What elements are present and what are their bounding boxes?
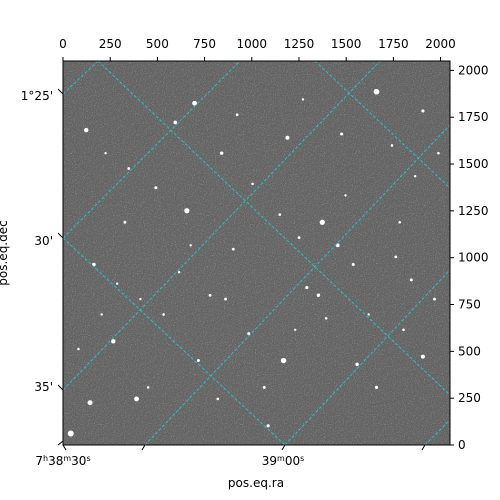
star <box>173 120 178 125</box>
star-field <box>67 88 440 437</box>
star <box>67 430 74 437</box>
star <box>219 151 224 155</box>
star <box>324 316 328 320</box>
bottom-tick-label: 39m00s <box>262 454 305 468</box>
right-tick-label: 2000 <box>458 63 489 77</box>
star <box>316 293 321 297</box>
star <box>421 109 425 113</box>
star <box>87 400 93 406</box>
star <box>235 113 239 117</box>
star <box>231 247 235 251</box>
star <box>394 255 398 259</box>
star <box>413 175 417 178</box>
star <box>297 236 301 240</box>
star <box>335 243 340 248</box>
left-axis: 1°25' 30' 35' <box>21 88 64 446</box>
right-tick-label: 500 <box>458 344 481 358</box>
sky-image <box>63 61 450 445</box>
top-tick-label: 1500 <box>331 37 362 51</box>
star <box>280 357 287 364</box>
star <box>184 208 190 214</box>
star <box>355 362 359 367</box>
y-axis-label: pos.eq.dec <box>0 220 10 285</box>
star <box>224 297 227 301</box>
star <box>340 132 344 136</box>
star <box>351 263 355 267</box>
left-tick-label: 1°25' <box>21 89 53 103</box>
right-axis: 0 250 500 750 1000 1250 1500 1750 2000 <box>450 63 489 452</box>
star <box>139 297 142 301</box>
left-tick-label: 35' <box>34 380 53 394</box>
star <box>134 396 139 402</box>
star <box>123 220 127 224</box>
right-tick-label: 0 <box>458 438 466 452</box>
coordinate-grid <box>63 61 450 445</box>
left-tick-label: 30' <box>34 234 53 248</box>
star <box>192 100 197 106</box>
star <box>367 313 370 316</box>
star <box>262 385 266 389</box>
star <box>100 313 103 316</box>
star <box>402 328 405 332</box>
star <box>437 151 440 155</box>
right-tick-label: 1750 <box>458 110 489 124</box>
star <box>285 135 290 140</box>
x-axis-label: pos.eq.ra <box>228 476 284 490</box>
star <box>115 282 119 285</box>
star <box>390 144 394 147</box>
star <box>373 88 380 95</box>
star <box>409 278 413 282</box>
top-tick-label: 750 <box>193 37 216 51</box>
star <box>196 359 200 363</box>
star <box>177 271 181 274</box>
bottom-tick-label: 7h38m30s <box>35 454 90 468</box>
star <box>301 98 305 101</box>
star <box>146 386 150 389</box>
top-tick-label: 250 <box>99 37 122 51</box>
star <box>162 313 165 316</box>
star <box>433 297 436 301</box>
star <box>77 347 80 351</box>
star <box>305 285 309 290</box>
star <box>319 219 325 225</box>
star <box>251 182 254 186</box>
star <box>344 194 347 197</box>
star <box>294 328 297 331</box>
top-tick-label: 1250 <box>284 37 315 51</box>
star <box>208 293 212 297</box>
star <box>84 127 89 133</box>
top-tick-label: 500 <box>146 37 169 51</box>
star <box>216 397 220 401</box>
top-tick-label: 1000 <box>237 37 268 51</box>
star <box>111 339 116 344</box>
star <box>398 220 401 224</box>
top-tick-label: 0 <box>59 37 67 51</box>
star <box>104 151 107 155</box>
right-tick-label: 1250 <box>458 204 489 218</box>
right-tick-label: 750 <box>458 298 481 312</box>
plot-frame <box>62 60 451 446</box>
right-tick-label: 250 <box>458 391 481 405</box>
top-axis: 0 250 500 750 1000 1250 1500 1750 2000 <box>59 37 456 61</box>
top-tick-label: 1750 <box>378 37 409 51</box>
star <box>420 354 425 359</box>
star <box>154 186 158 190</box>
right-tick-label: 1500 <box>458 157 489 171</box>
star <box>247 332 251 336</box>
star <box>189 244 192 247</box>
star <box>266 424 270 428</box>
top-tick-label: 2000 <box>425 37 456 51</box>
star <box>127 167 131 170</box>
star <box>278 213 282 216</box>
right-tick-label: 1000 <box>458 251 489 265</box>
bottom-axis: 7h38m30s 39m00s <box>35 444 426 468</box>
star <box>374 385 379 389</box>
